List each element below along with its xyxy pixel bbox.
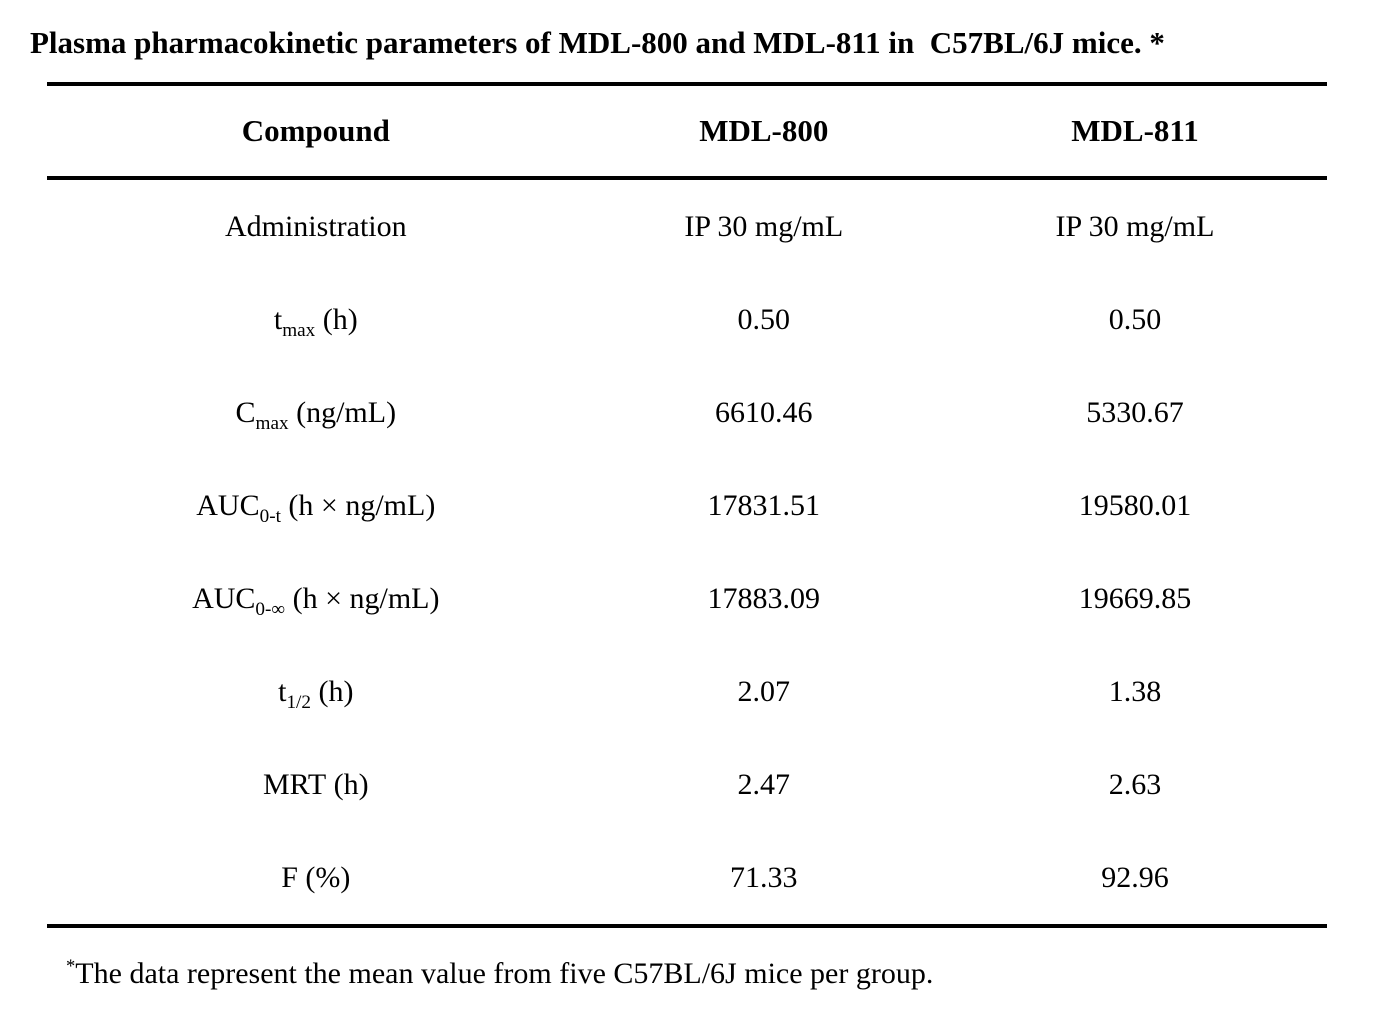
value-cell-mdl811: 0.50 xyxy=(1108,302,1162,336)
param-subscript: 1/2 xyxy=(286,691,311,713)
param-cell: tmax (h) xyxy=(47,273,585,366)
param-cell: t1/2 (h) xyxy=(47,645,585,738)
table-row-cmax: Cmax (ng/mL) 6610.46 5330.67 xyxy=(47,366,1327,459)
table-row-tmax: tmax (h) 0.50 0.50 xyxy=(47,273,1327,366)
param-subscript: max xyxy=(282,319,316,341)
param-unit: (%) xyxy=(297,860,351,894)
param-name: AUC xyxy=(192,581,256,615)
value-cell-mdl811: 5330.67 xyxy=(1086,395,1184,429)
param-unit: (h × ng/mL) xyxy=(285,581,440,615)
param-name: Administration xyxy=(224,209,407,243)
column-header-mdl800: MDL-800 xyxy=(584,84,943,180)
value-cell-mdl811: 92.96 xyxy=(1101,860,1169,894)
param-unit: (h) xyxy=(315,302,358,336)
value-cell-mdl811: 19580.01 xyxy=(1078,488,1192,522)
table-row-administration: Administration IP 30 mg/mL IP 30 mg/mL xyxy=(47,178,1327,273)
column-header-compound: Compound xyxy=(47,84,585,180)
param-unit: (h × ng/mL) xyxy=(280,488,436,522)
table-row-thalf: t1/2 (h) 2.07 1.38 xyxy=(47,645,1327,738)
value-cell-mdl800: 6610.46 xyxy=(715,395,813,429)
table-row-mrt: MRT (h) 2.47 2.63 xyxy=(47,738,1327,831)
param-name: MRT xyxy=(262,767,327,801)
param-cell: AUC0-t (h × ng/mL) xyxy=(47,459,585,552)
value-cell-mdl800: 17831.51 xyxy=(707,488,821,522)
value-cell-mdl811: 2.63 xyxy=(1108,767,1162,801)
value-cell-mdl811: IP 30 mg/mL xyxy=(1055,209,1215,243)
param-cell: Administration xyxy=(47,178,585,273)
value-cell-mdl800: 17883.09 xyxy=(707,581,821,615)
value-cell-mdl811: 1.38 xyxy=(1108,674,1162,708)
footnote-asterisk: * xyxy=(66,956,76,977)
param-unit: (h) xyxy=(310,674,354,708)
value-cell-mdl800: 0.50 xyxy=(737,302,791,336)
param-name: t xyxy=(278,674,287,708)
param-unit: (h) xyxy=(326,767,369,801)
table-row-bioavailability: F (%) 71.33 92.96 xyxy=(47,831,1327,926)
param-cell: F (%) xyxy=(47,831,585,926)
pk-parameters-table: Compound MDL-800 MDL-811 Administration … xyxy=(47,82,1327,928)
value-cell-mdl800: 71.33 xyxy=(730,860,798,894)
param-cell: MRT (h) xyxy=(47,738,585,831)
column-header-mdl811: MDL-811 xyxy=(942,84,1327,180)
param-subscript: 0-∞ xyxy=(255,598,286,620)
header-row: Compound MDL-800 MDL-811 xyxy=(47,84,1327,180)
table-title: Plasma pharmacokinetic parameters of MDL… xyxy=(30,25,1165,60)
value-cell-mdl800: 2.47 xyxy=(737,767,791,801)
param-subscript: 0-t xyxy=(259,505,281,527)
param-name: F xyxy=(281,860,298,894)
param-name: t xyxy=(273,302,283,336)
param-unit: (ng/mL) xyxy=(288,395,397,429)
param-cell: Cmax (ng/mL) xyxy=(47,366,585,459)
param-name: AUC xyxy=(196,488,260,522)
value-cell-mdl800: IP 30 mg/mL xyxy=(684,209,844,243)
param-cell: AUC0-∞ (h × ng/mL) xyxy=(47,552,585,645)
param-subscript: max xyxy=(255,412,289,434)
value-cell-mdl800: 2.07 xyxy=(737,674,791,708)
footnote: *The data represent the mean value from … xyxy=(66,954,1327,993)
table-row-auc0inf: AUC0-∞ (h × ng/mL) 17883.09 19669.85 xyxy=(47,552,1327,645)
table-row-auc0t: AUC0-t (h × ng/mL) 17831.51 19580.01 xyxy=(47,459,1327,552)
footnote-text: The data represent the mean value from f… xyxy=(75,957,934,990)
param-name: C xyxy=(235,395,256,429)
value-cell-mdl811: 19669.85 xyxy=(1078,581,1192,615)
